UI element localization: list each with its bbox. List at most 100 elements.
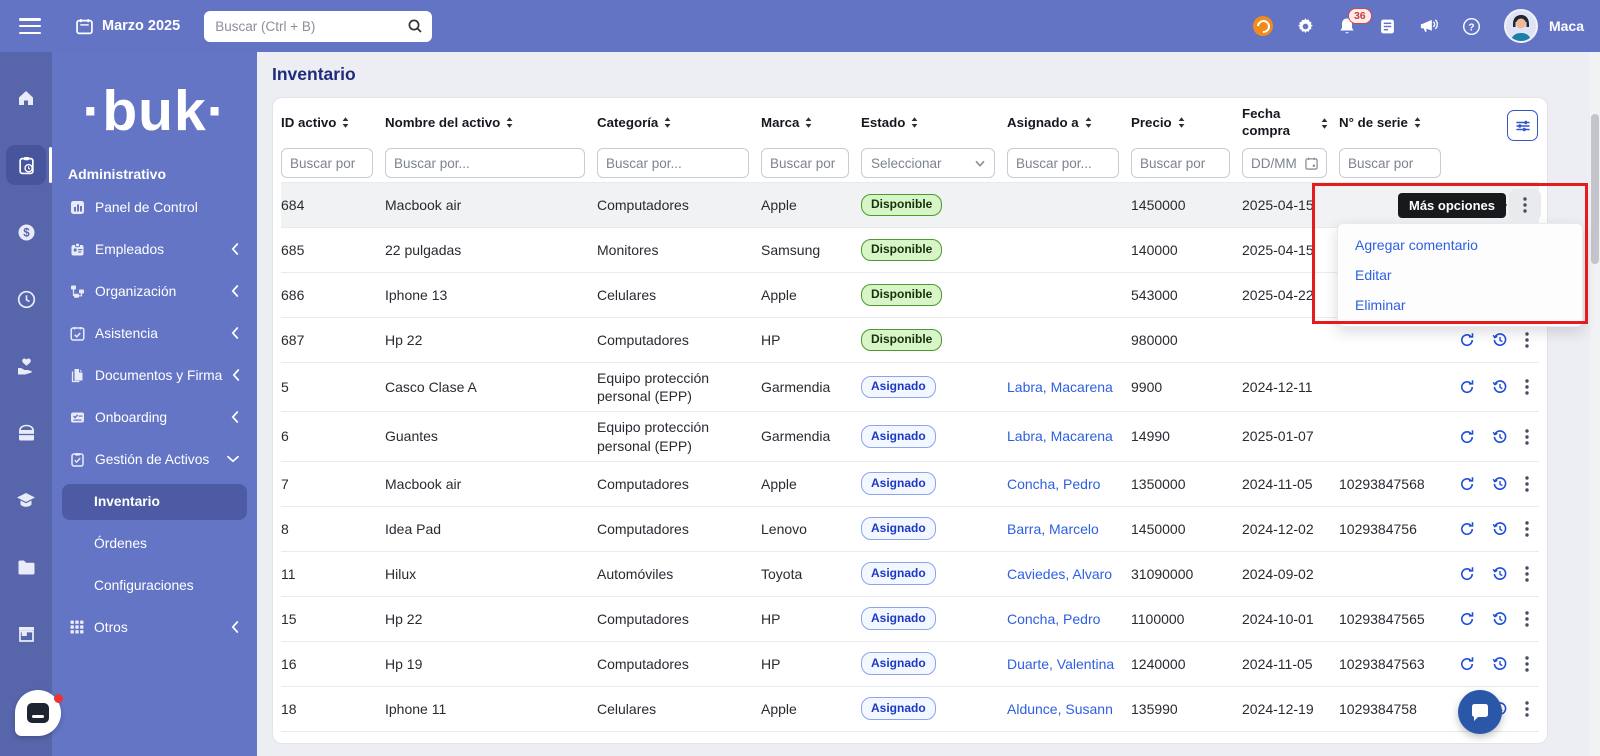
column-header[interactable]: Categoría bbox=[597, 115, 761, 132]
table-row[interactable]: 15 Hp 22 Computadores HP Asignado Concha… bbox=[281, 595, 1539, 641]
history-icon[interactable] bbox=[1492, 521, 1508, 537]
table-row[interactable]: 7 Macbook air Computadores Apple Asignad… bbox=[281, 460, 1539, 506]
clock-icon[interactable] bbox=[6, 279, 46, 319]
sort-icon[interactable] bbox=[1320, 117, 1329, 130]
column-header[interactable]: N° de serie bbox=[1339, 115, 1453, 132]
clipboard-clock-icon[interactable] bbox=[6, 145, 52, 185]
sort-icon[interactable] bbox=[341, 116, 350, 129]
sort-icon[interactable] bbox=[804, 116, 813, 129]
filter-input[interactable] bbox=[1339, 148, 1441, 178]
more-options-icon[interactable] bbox=[1525, 428, 1529, 445]
column-header[interactable]: Fecha compra bbox=[1242, 106, 1339, 139]
assigned-person-link[interactable]: Labra, Macarena bbox=[1007, 428, 1113, 445]
menu-item-eliminar[interactable]: Eliminar bbox=[1355, 297, 1406, 313]
search-icon[interactable] bbox=[407, 18, 423, 34]
reassign-icon[interactable] bbox=[1459, 332, 1475, 348]
sort-icon[interactable] bbox=[505, 116, 514, 129]
reassign-icon[interactable] bbox=[1459, 429, 1475, 445]
more-options-icon[interactable] bbox=[1525, 566, 1529, 582]
assigned-person-link[interactable]: Labra, Macarena bbox=[1007, 379, 1113, 396]
more-options-icon[interactable] bbox=[1525, 611, 1529, 627]
folder-icon[interactable] bbox=[6, 547, 46, 587]
column-settings-button[interactable] bbox=[1507, 110, 1538, 141]
megaphone-icon[interactable] bbox=[1419, 17, 1439, 35]
history-icon[interactable] bbox=[1492, 656, 1508, 672]
sidebar-item-gestion-de-activos[interactable]: Gestión de Activos bbox=[62, 442, 247, 476]
reassign-icon[interactable] bbox=[1459, 656, 1475, 672]
sidebar-item-documentos-y-firma[interactable]: Documentos y Firma bbox=[62, 358, 247, 392]
column-header[interactable]: ID activo bbox=[281, 115, 385, 132]
search-input[interactable] bbox=[204, 10, 433, 42]
store-icon[interactable] bbox=[6, 614, 46, 654]
help-chat-fab[interactable] bbox=[1458, 690, 1502, 734]
table-row[interactable]: 685 22 pulgadas Monitores Samsung Dispon… bbox=[281, 227, 1539, 272]
more-options-icon[interactable] bbox=[1525, 701, 1529, 717]
reassign-icon[interactable] bbox=[1459, 476, 1475, 492]
filter-input[interactable] bbox=[385, 148, 585, 178]
avatar[interactable] bbox=[1503, 9, 1538, 43]
history-icon[interactable] bbox=[1492, 611, 1508, 627]
table-row[interactable]: 5 Casco Clase A Equipo protección person… bbox=[281, 362, 1539, 411]
help-icon[interactable]: ? bbox=[1462, 17, 1481, 36]
table-row[interactable]: 686 Iphone 13 Celulares Apple Disponible… bbox=[281, 272, 1539, 317]
table-row[interactable]: 684 Macbook air Computadores Apple Dispo… bbox=[281, 182, 1539, 227]
table-row[interactable]: 687 Hp 22 Computadores HP Disponible 980… bbox=[281, 317, 1539, 362]
column-header[interactable]: Nombre del activo bbox=[385, 115, 597, 132]
filter-input[interactable] bbox=[597, 148, 749, 178]
reassign-icon[interactable] bbox=[1459, 611, 1475, 627]
more-options-icon[interactable] bbox=[1525, 521, 1529, 537]
bell-icon[interactable]: 36 bbox=[1338, 7, 1372, 36]
sidebar-item-panel-de-control[interactable]: Panel de Control bbox=[62, 190, 247, 224]
user-name[interactable]: Maca bbox=[1548, 18, 1584, 34]
sidebar-item-onboarding[interactable]: Onboarding bbox=[62, 400, 247, 434]
dollar-icon[interactable]: $ bbox=[6, 212, 46, 252]
table-row[interactable]: 18 Iphone 11 Celulares Apple Asignado Al… bbox=[281, 685, 1539, 731]
sort-icon[interactable] bbox=[910, 116, 919, 129]
reassign-icon[interactable] bbox=[1459, 566, 1475, 582]
menu-item-agregar-comentario[interactable]: Agregar comentario bbox=[1355, 237, 1478, 253]
menu-item-editar[interactable]: Editar bbox=[1355, 267, 1392, 283]
hamburger-icon[interactable] bbox=[19, 18, 41, 34]
assigned-person-link[interactable]: Aldunce, Susann bbox=[1007, 700, 1113, 717]
estado-filter-select[interactable]: Seleccionar bbox=[861, 148, 995, 178]
history-icon[interactable] bbox=[1492, 332, 1508, 348]
table-row[interactable]: 16 Hp 19 Computadores HP Asignado Duarte… bbox=[281, 640, 1539, 686]
hand-heart-icon[interactable] bbox=[6, 346, 46, 386]
table-row[interactable]: 8 Idea Pad Computadores Lenovo Asignado … bbox=[281, 505, 1539, 551]
history-icon[interactable] bbox=[1492, 476, 1508, 492]
sidebar-item-otros[interactable]: Otros bbox=[62, 610, 247, 644]
column-header[interactable]: Estado bbox=[861, 115, 1007, 132]
sort-icon[interactable] bbox=[1177, 116, 1186, 129]
filter-input[interactable] bbox=[281, 148, 373, 178]
sidebar-item-ordenes[interactable]: Órdenes bbox=[94, 536, 147, 551]
kit-icon[interactable] bbox=[6, 413, 46, 453]
history-icon[interactable] bbox=[1492, 429, 1508, 445]
sidebar-item-organizacion[interactable]: Organización bbox=[62, 274, 247, 308]
reassign-icon[interactable] bbox=[1459, 379, 1475, 395]
assigned-person-link[interactable]: Caviedes, Alvaro bbox=[1007, 565, 1113, 582]
history-icon[interactable] bbox=[1492, 566, 1508, 582]
column-header[interactable]: Precio bbox=[1131, 115, 1242, 132]
column-header[interactable]: Asignado a bbox=[1007, 115, 1131, 132]
history-icon[interactable] bbox=[1492, 379, 1508, 395]
filter-input[interactable] bbox=[1131, 148, 1230, 178]
sort-icon[interactable] bbox=[1413, 116, 1422, 129]
fecha-filter-input[interactable]: DD/MM bbox=[1242, 148, 1327, 178]
chat-widget-icon[interactable] bbox=[15, 690, 63, 736]
more-options-icon[interactable] bbox=[1525, 656, 1529, 672]
sort-icon[interactable] bbox=[663, 116, 672, 129]
column-header[interactable]: Marca bbox=[761, 115, 861, 132]
sidebar-item-configuraciones[interactable]: Configuraciones bbox=[94, 578, 194, 593]
sidebar-item-empleados[interactable]: Empleados bbox=[62, 232, 247, 266]
more-options-icon[interactable] bbox=[1525, 476, 1529, 492]
filter-input[interactable] bbox=[1007, 148, 1119, 178]
period-selector[interactable]: Marzo 2025 bbox=[76, 18, 180, 35]
sidebar-item-asistencia[interactable]: Asistencia bbox=[62, 316, 247, 350]
assigned-person-link[interactable]: Duarte, Valentina bbox=[1007, 655, 1115, 672]
assigned-person-link[interactable]: Concha, Pedro bbox=[1007, 475, 1101, 492]
assigned-person-link[interactable]: Concha, Pedro bbox=[1007, 610, 1101, 627]
scrollbar-thumb[interactable] bbox=[1591, 114, 1599, 264]
more-options-icon[interactable] bbox=[1525, 379, 1529, 395]
recording-icon[interactable] bbox=[1252, 16, 1273, 36]
sort-icon[interactable] bbox=[1084, 116, 1093, 129]
